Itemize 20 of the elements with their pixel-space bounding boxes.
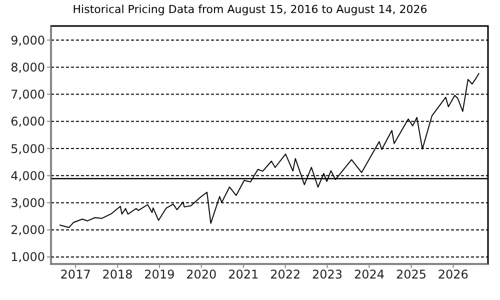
x-tick-label: 2018 [102, 268, 133, 282]
y-tick-label: 7,000 [10, 88, 45, 102]
chart-title: Historical Pricing Data from August 15, 2016 to August 14, 2026 [72, 3, 428, 16]
y-tick-label: 3,000 [10, 196, 45, 210]
y-tick-label: 9,000 [10, 33, 45, 48]
x-tick-label: 2017 [60, 268, 91, 282]
y-tick-label: 1,000 [10, 250, 45, 264]
x-tick-label: 2026 [438, 268, 468, 282]
x-tick-label: 2022 [270, 268, 301, 282]
x-tick-label: 2023 [312, 268, 343, 282]
y-tick-label: 8,000 [10, 60, 45, 74]
x-tick-label: 2020 [186, 268, 217, 282]
x-tick-label: 2021 [228, 268, 259, 282]
y-tick-label: 6,000 [10, 114, 45, 129]
y-tick-label: 2,000 [10, 223, 45, 238]
y-tick-label: 5,000 [10, 142, 45, 156]
x-tick-label: 2024 [354, 268, 384, 282]
x-tick-label: 2025 [396, 268, 427, 282]
y-tick-label: 4,000 [10, 168, 45, 183]
x-tick-label: 2019 [144, 268, 175, 282]
